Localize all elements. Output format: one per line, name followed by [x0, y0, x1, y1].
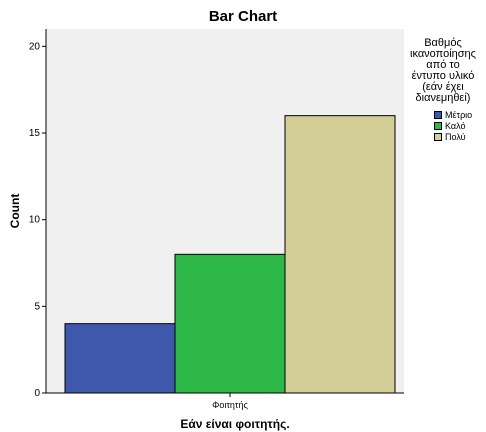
legend-items: Μέτριο Καλό Πολύ: [434, 109, 486, 142]
y-axis-title: Count: [8, 194, 22, 229]
legend-swatch: [434, 132, 442, 141]
legend-label: Μέτριο: [445, 109, 473, 120]
legend-swatch: [434, 110, 442, 119]
x-tick-label: Φοιτητής: [212, 400, 248, 410]
legend-swatch: [434, 121, 442, 130]
legend-title: Βαθμός ικανοποίησης από το έντυπο υλικό …: [410, 37, 476, 104]
legend-label: Καλό: [445, 120, 466, 131]
chart-title: Bar Chart: [208, 8, 278, 25]
legend-item: Πολύ: [434, 131, 486, 142]
bar-Καλό: [174, 253, 286, 394]
legend-label: Πολύ: [445, 131, 466, 142]
bar-Μέτριο: [64, 323, 176, 394]
legend: Βαθμός ικανοποίησης από το έντυπο υλικό …: [406, 38, 486, 142]
legend-item: Καλό: [434, 120, 486, 131]
y-tick-label: 20: [29, 41, 41, 52]
x-axis-title: Εάν είναι φοιτητής.: [180, 417, 289, 431]
y-tick-label: 15: [29, 128, 41, 139]
bar-Πολύ: [284, 115, 396, 394]
y-tick-label: 10: [29, 215, 41, 226]
y-tick-label: 5: [34, 301, 40, 312]
y-tick-label: 0: [34, 388, 40, 399]
legend-item: Μέτριο: [434, 109, 486, 120]
